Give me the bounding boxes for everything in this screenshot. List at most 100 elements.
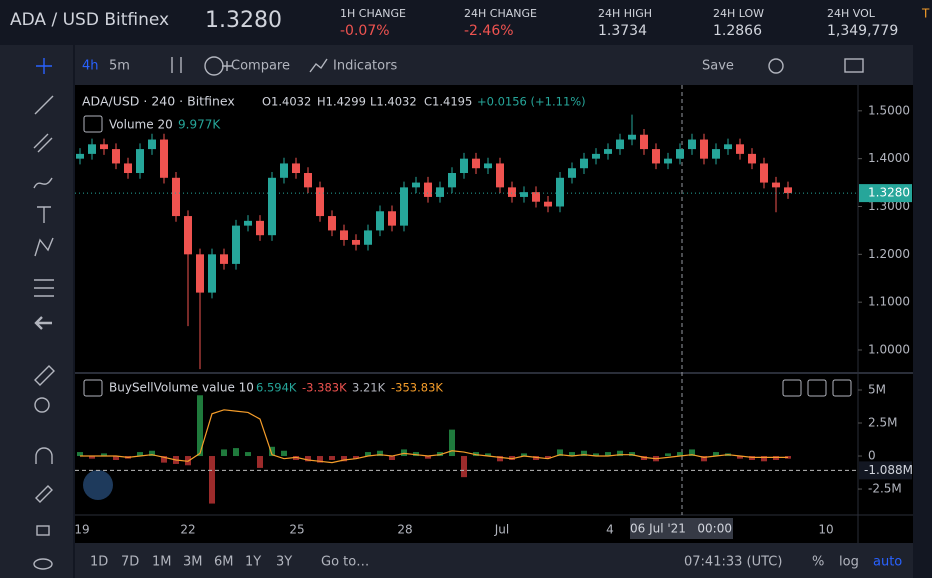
range-button[interactable]: 1D	[90, 555, 108, 570]
lock-draw-icon[interactable]	[35, 485, 53, 503]
close-button[interactable]	[807, 379, 827, 397]
tool-icons	[33, 56, 864, 570]
logo	[83, 470, 113, 500]
volume-bar	[197, 395, 203, 457]
magnet-icon[interactable]	[35, 447, 53, 464]
volume-bar	[605, 452, 611, 457]
candle-body	[544, 201, 552, 207]
pattern-tool[interactable]	[34, 237, 54, 257]
price-badge-label: 1.3280	[868, 186, 910, 200]
candle-body	[352, 239, 360, 245]
volume-bar	[689, 449, 695, 457]
range-button[interactable]: 1Y	[245, 555, 261, 570]
volume-bar	[497, 456, 503, 462]
indicator-value: 6.594K	[256, 381, 297, 395]
volume-bar	[737, 456, 743, 459]
volume-bar	[353, 456, 359, 459]
interval[interactable]: 4h	[82, 59, 99, 74]
auto-toggle[interactable]: auto	[873, 555, 902, 570]
zoom-icon[interactable]	[34, 397, 50, 413]
indicators-icon[interactable]	[309, 58, 328, 73]
crosshair-icon[interactable]	[36, 58, 52, 74]
fib-tool[interactable]	[33, 133, 53, 153]
range-button[interactable]: 7D	[121, 555, 139, 570]
crosshair-label: 06 Jul '21 00:00	[630, 522, 732, 536]
candle-body	[148, 139, 156, 150]
range-button[interactable]: 3Y	[276, 555, 292, 570]
candle-body	[172, 177, 180, 217]
volume-bar	[329, 456, 335, 460]
save[interactable]: Save	[702, 59, 734, 74]
candle-body	[580, 158, 588, 169]
volume-bar	[233, 448, 239, 457]
volume-bar	[305, 456, 311, 462]
volume-bar	[581, 450, 587, 457]
compare[interactable]: Compare	[231, 59, 290, 74]
candle-body	[112, 149, 120, 164]
volume-bar	[245, 452, 251, 457]
x-tick-label: 10	[818, 523, 833, 537]
volume-label: Volume 20	[109, 118, 173, 132]
y-tick-label: 5M	[868, 382, 886, 396]
candle-body	[220, 254, 228, 264]
candle-body	[400, 187, 408, 226]
volume-bar	[521, 453, 527, 457]
log-toggle[interactable]: log	[839, 555, 859, 570]
legend-high: H1.4299	[317, 95, 366, 109]
volume-bar	[473, 452, 479, 457]
interval[interactable]: 5m	[109, 59, 130, 74]
back-icon[interactable]	[34, 316, 52, 330]
candle-body	[232, 225, 240, 264]
bottom-toolbar	[75, 543, 913, 578]
collapse-button[interactable]	[83, 379, 103, 397]
camera-icon[interactable]	[844, 58, 864, 73]
volume-bar	[617, 450, 623, 457]
candle-body	[88, 144, 96, 154]
ruler-icon[interactable]	[34, 365, 55, 386]
text-tool[interactable]	[37, 206, 51, 223]
compare-icon[interactable]	[204, 56, 224, 76]
volume-bar	[713, 452, 719, 457]
volume-bar	[149, 450, 155, 457]
settings-icon[interactable]	[768, 58, 784, 74]
legend-open: O1.4032	[262, 95, 311, 109]
volume-bar	[89, 456, 95, 459]
candle-body	[364, 230, 372, 245]
maximize-button[interactable]	[832, 379, 852, 397]
candle-body	[256, 220, 264, 236]
goto[interactable]: Go to…	[321, 555, 369, 570]
candle-body	[436, 187, 444, 197]
eye-icon[interactable]	[33, 558, 53, 570]
toolbar-icons[interactable]	[171, 57, 232, 73]
volume-bar	[389, 456, 395, 460]
x-tick-label: Jul	[494, 523, 509, 537]
legend-low: L1.4032	[370, 95, 417, 109]
candle-body	[568, 168, 576, 178]
percent-toggle[interactable]: %	[812, 555, 824, 570]
range-button[interactable]: 6M	[214, 555, 234, 570]
candle-body	[676, 149, 684, 159]
candle-body	[736, 144, 744, 154]
up-button[interactable]	[782, 379, 802, 397]
range-button[interactable]: 3M	[183, 555, 203, 570]
range-button[interactable]: 1M	[152, 555, 172, 570]
candle-body	[616, 139, 624, 150]
line-tool[interactable]	[34, 95, 54, 115]
candle-body	[460, 158, 468, 174]
brush-tool[interactable]	[33, 177, 53, 189]
volume-bar	[629, 452, 635, 457]
indicators[interactable]: Indicators	[333, 59, 397, 74]
collapse-button[interactable]	[83, 115, 103, 133]
prediction-tool[interactable]	[34, 279, 54, 297]
candle-body	[208, 254, 216, 293]
y-tick-label: 1.2000	[868, 247, 910, 261]
y-tick-label: -2.5M	[868, 482, 902, 496]
x-tick-label: 19	[74, 523, 89, 537]
candle-body	[508, 187, 516, 197]
lock-icon[interactable]	[36, 525, 50, 536]
y-tick-label: 1.1000	[868, 295, 910, 309]
stat-label: 24H CHANGE	[464, 7, 537, 20]
y-tick-label: 1.5000	[868, 103, 910, 117]
candle-body	[388, 211, 396, 226]
stat-label: 24H HIGH	[598, 7, 652, 20]
